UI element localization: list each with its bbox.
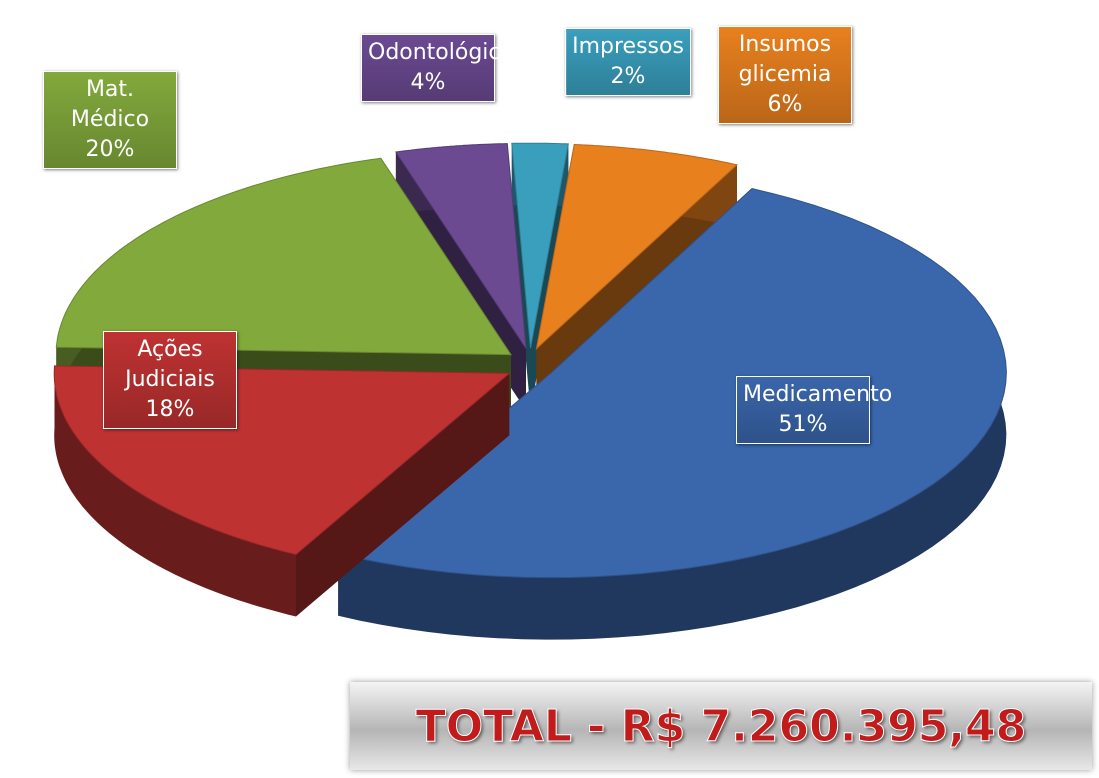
data-label: Odontológico 4% [361, 34, 514, 102]
data-label: Ações Judiciais 18% [103, 331, 237, 429]
slice [511, 142, 569, 349]
category-label: Insumos glicemia [738, 32, 832, 87]
slice [395, 143, 527, 349]
data-label: Impressos 2% [565, 28, 691, 96]
category-label: Mat. Médico [70, 77, 150, 132]
slice-side [54, 365, 297, 617]
category-label: Ações Judiciais [125, 337, 215, 392]
total-text: TOTAL - R$ 7.260.395,48 [415, 700, 1027, 752]
value-label: 20% [85, 137, 135, 162]
data-label: Mat. Médico 20% [43, 71, 177, 169]
slice [337, 188, 1007, 579]
chart [53, 142, 1007, 640]
value-label: 18% [145, 397, 195, 422]
slice [55, 157, 512, 356]
value-label: 4% [410, 70, 446, 95]
category-label: Medicamento [743, 382, 893, 407]
category-label: Odontológico [368, 40, 514, 65]
slice [535, 143, 739, 351]
data-label: Insumos glicemia 6% [718, 26, 852, 124]
total-banner: TOTAL - R$ 7.260.395,48 [350, 682, 1092, 770]
value-label: 51% [778, 412, 828, 437]
category-label: Impressos [572, 34, 684, 59]
value-label: 6% [767, 92, 803, 117]
slice-side [338, 188, 1007, 640]
data-label: Medicamento 51% [736, 376, 893, 444]
value-label: 2% [610, 64, 646, 89]
